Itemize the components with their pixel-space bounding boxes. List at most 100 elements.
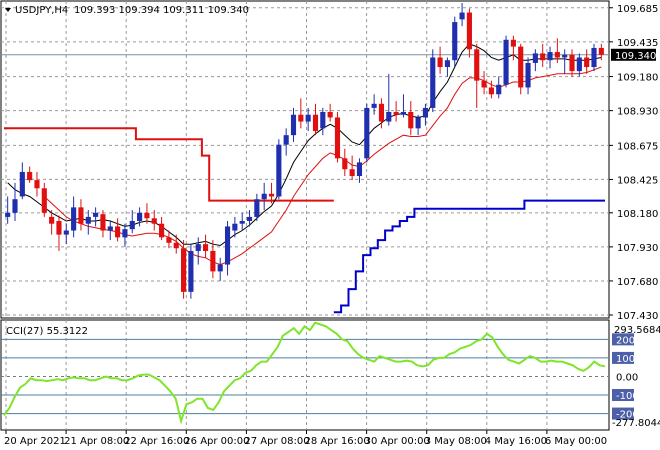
candle-body <box>364 107 370 159</box>
price-tick-label: 109.685 <box>617 4 658 15</box>
candle-body <box>78 207 84 224</box>
candle-body <box>181 248 187 292</box>
candle <box>364 103 370 163</box>
candle-body <box>378 103 385 122</box>
cci-level-badge <box>612 407 634 420</box>
candle <box>56 215 62 251</box>
candle <box>261 182 267 211</box>
candle <box>393 101 399 122</box>
candle <box>63 223 69 245</box>
candle <box>305 107 311 132</box>
candle-body <box>371 103 377 108</box>
candle <box>173 234 179 254</box>
candle-body <box>166 237 172 243</box>
cci-level-label: -200 <box>616 410 639 421</box>
candle <box>415 114 421 136</box>
candle <box>334 111 341 163</box>
cci-level-badge <box>612 389 634 402</box>
candle <box>78 199 84 231</box>
candle <box>202 234 209 258</box>
candle-body <box>195 244 201 251</box>
candle-body <box>430 57 436 108</box>
candle-body <box>188 250 194 292</box>
time-tick-label: 20 Apr 2021 <box>4 436 66 447</box>
candle <box>41 182 47 217</box>
candle-body <box>584 57 590 68</box>
candle <box>327 103 333 122</box>
candle <box>129 210 135 234</box>
candle <box>444 57 450 77</box>
candle-body <box>437 57 443 68</box>
cci-level-badge <box>612 333 634 346</box>
axis-labels: 109.685 109.435 109.180 108.930 108.675 108.4… <box>4 4 658 447</box>
candle-body <box>268 193 275 197</box>
candle <box>518 43 524 95</box>
candle <box>488 80 494 99</box>
candle <box>232 216 238 238</box>
candle <box>591 43 597 72</box>
candle-body <box>56 220 62 235</box>
candle-body <box>202 244 209 251</box>
candle <box>496 76 502 99</box>
candle <box>122 223 128 247</box>
candle-body <box>466 12 472 50</box>
candle-body <box>554 52 560 58</box>
candle <box>85 210 91 235</box>
time-tick-label: 26 Apr 00:00 <box>184 436 249 447</box>
candle-body <box>320 111 326 129</box>
price-tick-label: 107.680 <box>617 277 658 288</box>
candle-body <box>224 226 231 265</box>
candle-body <box>540 53 546 61</box>
candle-body <box>283 135 289 145</box>
candle-body <box>598 47 604 55</box>
candle <box>93 207 99 227</box>
price-tick-label: 107.430 <box>617 311 658 322</box>
candle-body <box>115 226 121 238</box>
candle-body <box>27 171 33 181</box>
candle-body <box>569 54 575 72</box>
candle <box>349 155 355 181</box>
candle <box>371 94 377 115</box>
price-tick-label: 108.180 <box>617 209 658 220</box>
candle <box>254 193 260 221</box>
symbol-label: USDJPY,H4 <box>15 5 68 16</box>
candle-body <box>246 216 253 221</box>
candle <box>34 171 40 197</box>
time-tick-label: 3 May 08:00 <box>425 436 487 447</box>
time-tick-label: 22 Apr 16:00 <box>124 436 189 447</box>
candle-body <box>34 180 40 189</box>
candle <box>276 139 282 200</box>
candle-body <box>290 114 297 136</box>
candle-body <box>107 226 113 231</box>
candle-body <box>422 107 428 118</box>
candle <box>290 107 297 142</box>
candle-body <box>562 54 568 58</box>
cci-indicator: 200 100 0.00 -100 -200 <box>1 321 639 425</box>
candle <box>224 220 231 276</box>
candle-body <box>217 264 223 272</box>
candle <box>312 103 319 136</box>
cci-level-label: 0.00 <box>616 372 638 383</box>
candle-body <box>459 12 465 20</box>
candle <box>195 237 201 265</box>
candle-body <box>137 212 143 221</box>
candle-body <box>122 229 128 238</box>
candle-body <box>488 87 494 95</box>
candle-body <box>393 111 399 115</box>
candle-body <box>71 207 77 231</box>
candle-body <box>305 114 311 122</box>
candle <box>386 73 392 126</box>
candle <box>422 103 428 126</box>
candle <box>532 49 538 72</box>
candle-body <box>503 39 509 85</box>
time-tick-label: 30 Apr 00:00 <box>365 436 430 447</box>
candle-body <box>254 199 260 217</box>
collapse-triangle-icon[interactable] <box>5 8 11 12</box>
candle <box>459 3 465 27</box>
candle <box>217 257 223 281</box>
price-tick-label: 108.675 <box>617 141 658 152</box>
candle-body <box>100 214 106 231</box>
candle-body <box>342 158 348 170</box>
candle-body <box>525 62 531 88</box>
